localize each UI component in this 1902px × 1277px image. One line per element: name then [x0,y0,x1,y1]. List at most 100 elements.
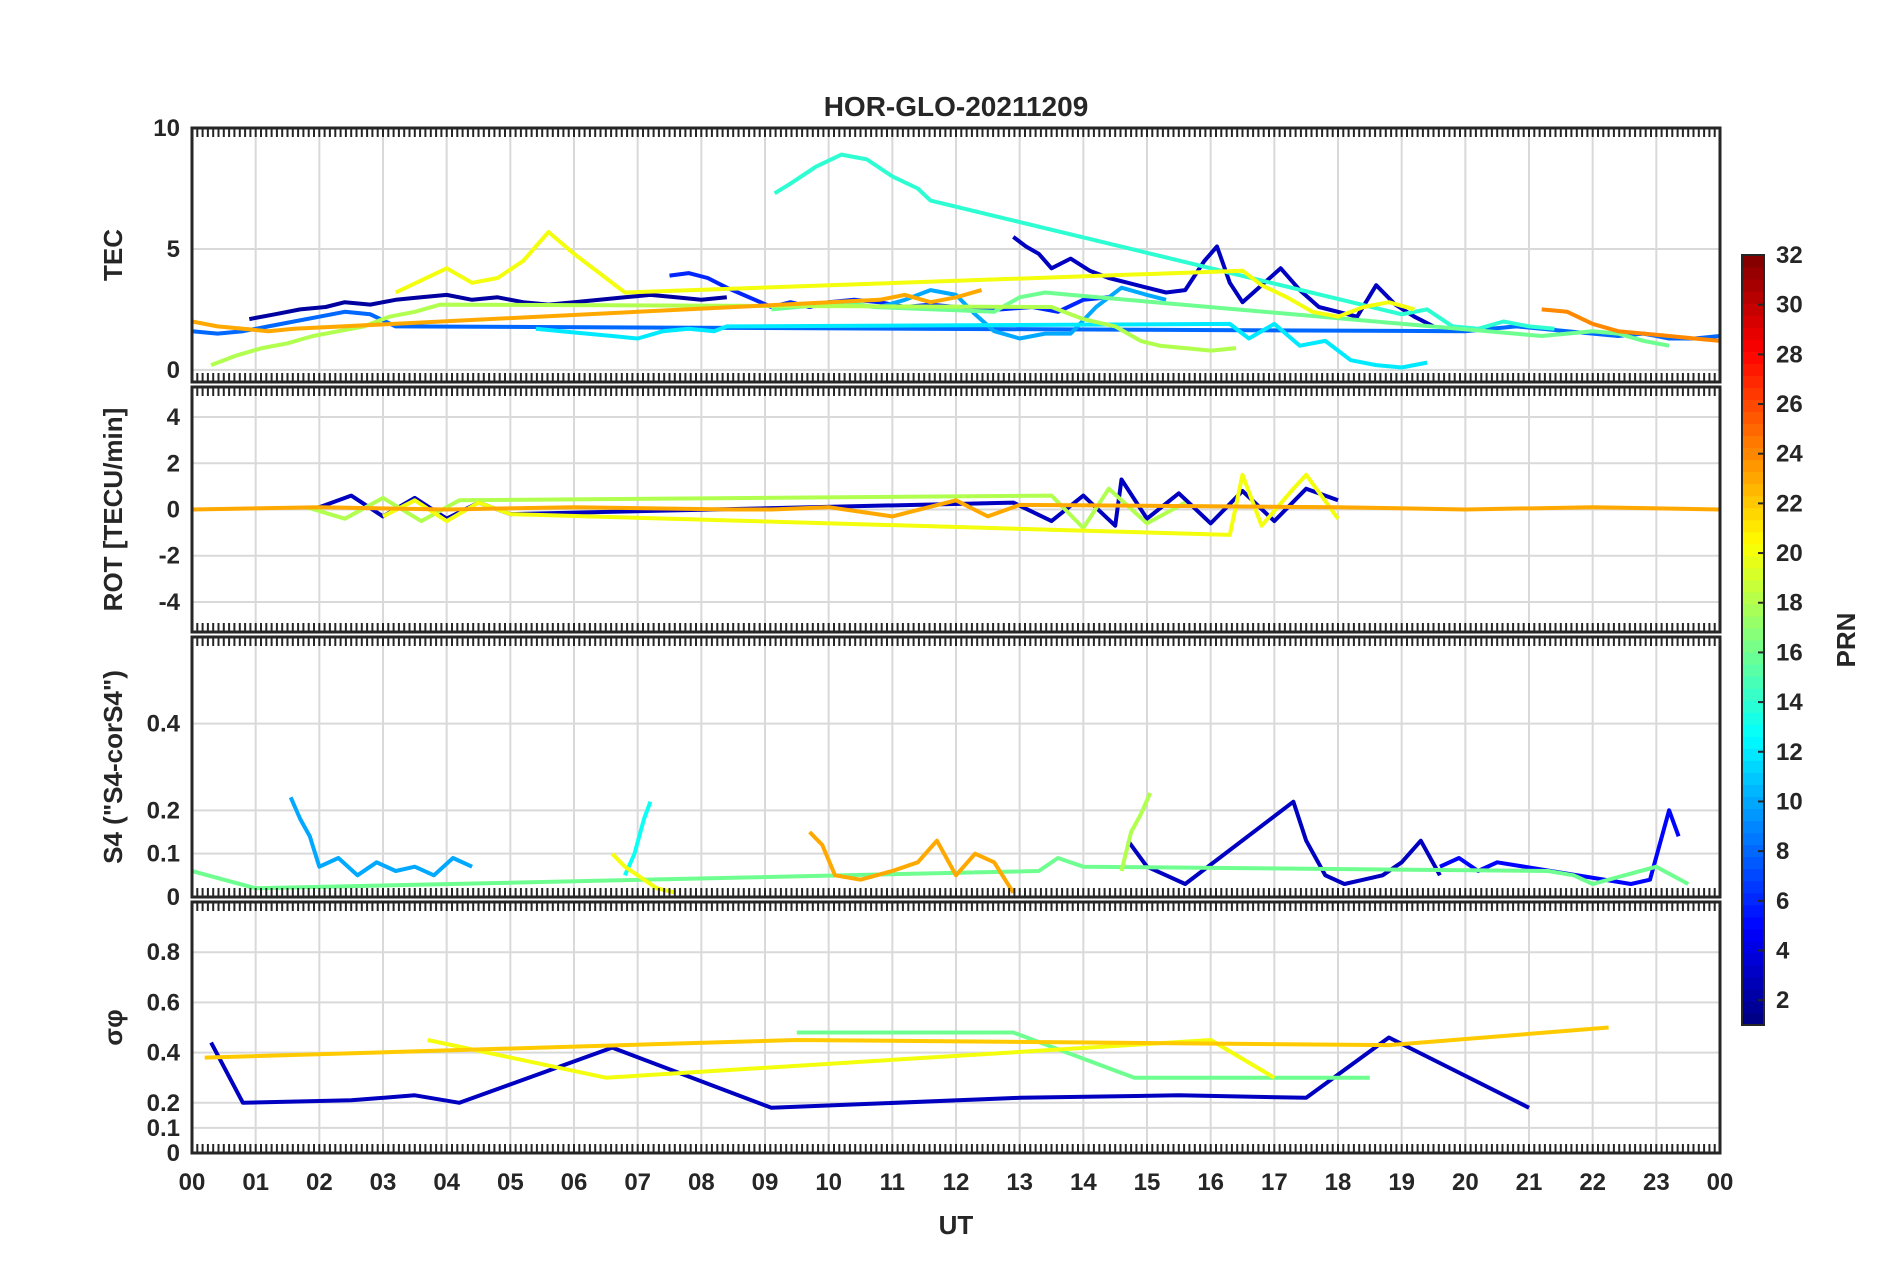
colorbar-tick-label: 22 [1776,490,1803,517]
series-line-prn-24 [1541,307,1720,343]
colorbar-swatch [1742,507,1764,521]
colorbar-swatch [1742,387,1764,400]
y-tick-label: 0 [167,497,180,524]
colorbar-frame [1741,254,1765,1026]
colorbar-swatch [1742,423,1764,437]
colorbar-swatch [1742,700,1764,713]
x-tick-label: 00 [179,1169,206,1196]
colorbar-swatch [1742,724,1764,737]
colorbar-swatch [1742,940,1764,954]
colorbar-swatch [1742,255,1764,268]
colorbar-swatch [1742,351,1764,364]
colorbar-swatch [1742,892,1764,906]
colorbar-tick-label: 18 [1776,590,1803,617]
colorbar-swatch [1742,928,1764,942]
x-tick-label: 09 [752,1169,779,1196]
colorbar-tick-label: 26 [1776,391,1803,418]
series-line-prn-3 [1012,235,1435,329]
x-tick-label: 23 [1643,1169,1670,1196]
series-line-prn-20 [427,1038,1276,1080]
colorbar-swatch [1742,567,1764,581]
colorbar-swatch [1742,555,1764,569]
colorbar-swatch [1742,820,1764,834]
x-tick-label: 14 [1070,1169,1097,1196]
colorbar-swatch [1742,291,1764,304]
colorbar-label: PRN [1831,613,1861,668]
colorbar-swatch [1742,1000,1764,1014]
series-line-prn-10 [879,285,1167,341]
colorbar-swatch [1742,579,1764,593]
series-line-prn-20 [394,230,1415,319]
x-tick-label: 08 [688,1169,715,1196]
colorbar-swatch [1742,688,1764,701]
colorbar-swatch [1742,760,1764,773]
y-tick-label: 0.6 [147,989,180,1016]
colorbar-swatch [1742,459,1764,473]
colorbar-swatch [1742,880,1764,894]
y-axis-label-tec: TEC [98,229,128,281]
y-tick-label: 0.2 [147,797,180,824]
x-tick-labels: 00 01 02 03 04 05 06 07 08 09 10 11 12 13 14 15 16 17 18 19… [179,1169,1734,1196]
series-line-prn-18 [1119,792,1153,872]
x-tick-label: 00 [1707,1169,1734,1196]
series-group [204,1025,1609,1110]
colorbar-swatch [1742,796,1764,810]
x-tick-label: 05 [497,1169,524,1196]
colorbar-swatch [1742,676,1764,689]
colorbar-swatch [1742,868,1764,882]
y-tick-label: 10 [153,115,180,142]
x-tick-label: 17 [1261,1169,1288,1196]
colorbar-tick-label: 20 [1776,540,1803,567]
colorbar-swatch [1742,952,1764,966]
colorbar-swatch [1742,844,1764,858]
x-tick-label: 07 [624,1169,651,1196]
y-tick-label: 0.8 [147,939,180,966]
colorbar-tick-label: 4 [1776,937,1790,964]
y-tick-label: 0 [167,884,180,911]
series-line-prn-3 [318,477,1339,528]
colorbar-tick-label: 10 [1776,788,1803,815]
colorbar-swatch [1742,363,1764,376]
colorbar-swatch [1742,435,1764,449]
panel-s4: 0 0.1 0.2 0.4 S4 ("S4-corS4") [98,635,1722,911]
x-tick-label: 20 [1452,1169,1479,1196]
colorbar-swatch [1742,543,1764,557]
colorbar-tick-label: 24 [1776,441,1803,468]
y-tick-label: 0.4 [147,1040,181,1067]
colorbar-swatch [1742,615,1764,629]
colorbar-swatch [1742,411,1764,425]
x-tick-label: 06 [561,1169,588,1196]
y-axis-label-rot: ROT [TECU/min] [98,408,128,612]
x-tick-label: 02 [306,1169,333,1196]
series-line-prn-20 [382,472,1340,537]
series-line-prn-23 [808,830,1015,894]
colorbar-tick-label: 28 [1776,341,1803,368]
x-tick-label: 22 [1579,1169,1606,1196]
series-line-prn-20 [610,852,677,895]
colorbar-swatch [1742,916,1764,930]
colorbar-swatch [1742,856,1764,870]
series-group [192,792,1690,895]
series-line-prn-3 [209,1035,1530,1110]
series-line-prn-2 [248,292,727,322]
colorbar-swatch [1742,303,1764,316]
colorbar-swatch [1742,495,1764,509]
colorbar-swatch [1742,267,1764,280]
y-tick-label: 5 [167,236,180,263]
colorbar-swatch [1742,447,1764,461]
colorbar-swatch [1742,627,1764,641]
x-tick-label: 16 [1197,1169,1224,1196]
colorbar-swatch [1742,471,1764,485]
series-line-prn-13 [623,801,653,877]
colorbar-swatch [1742,399,1764,413]
colorbar-tick-label: 16 [1776,639,1803,666]
x-tick-label: 03 [370,1169,397,1196]
y-tick-label: 2 [167,450,180,477]
x-tick-label: 12 [943,1169,970,1196]
panel-frame [190,385,1722,634]
panel-sigma_phi: 00.10.2 0.4 0.6 0.8 σφ [98,900,1722,1167]
x-tick-label: 19 [1388,1169,1415,1196]
